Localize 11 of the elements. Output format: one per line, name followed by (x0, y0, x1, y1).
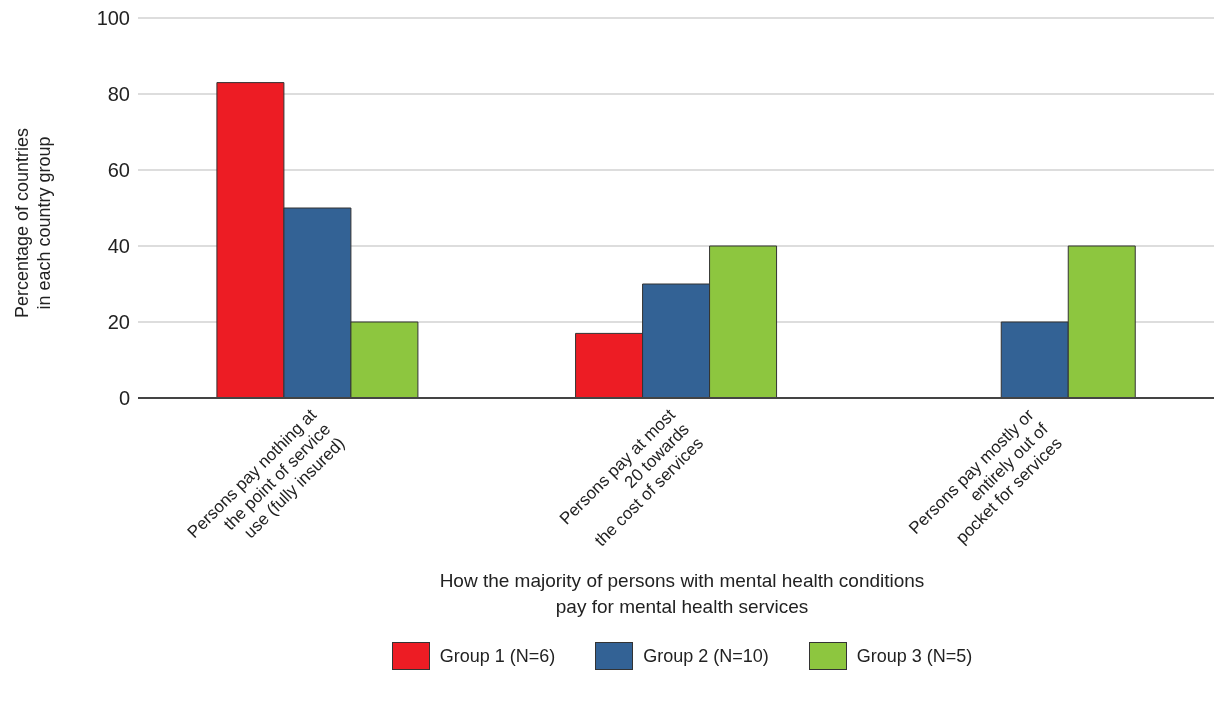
legend-label: Group 2 (N=10) (643, 645, 769, 667)
y-tick-label: 100 (96, 7, 130, 30)
y-tick-label: 80 (107, 83, 130, 106)
legend-label: Group 3 (N=5) (856, 645, 973, 667)
y-axis-title: Percentage of countries in each country group (12, 127, 54, 319)
x-axis-title: How the majority of persons with mental health conditions pay for mental health services (438, 569, 926, 619)
y-tick-label: 60 (107, 159, 130, 182)
legend-label: Group 1 (N=6) (439, 645, 556, 667)
y-tick-label: 40 (107, 235, 130, 258)
y-tick-label: 20 (107, 311, 130, 334)
y-tick-label: 0 (118, 387, 130, 410)
